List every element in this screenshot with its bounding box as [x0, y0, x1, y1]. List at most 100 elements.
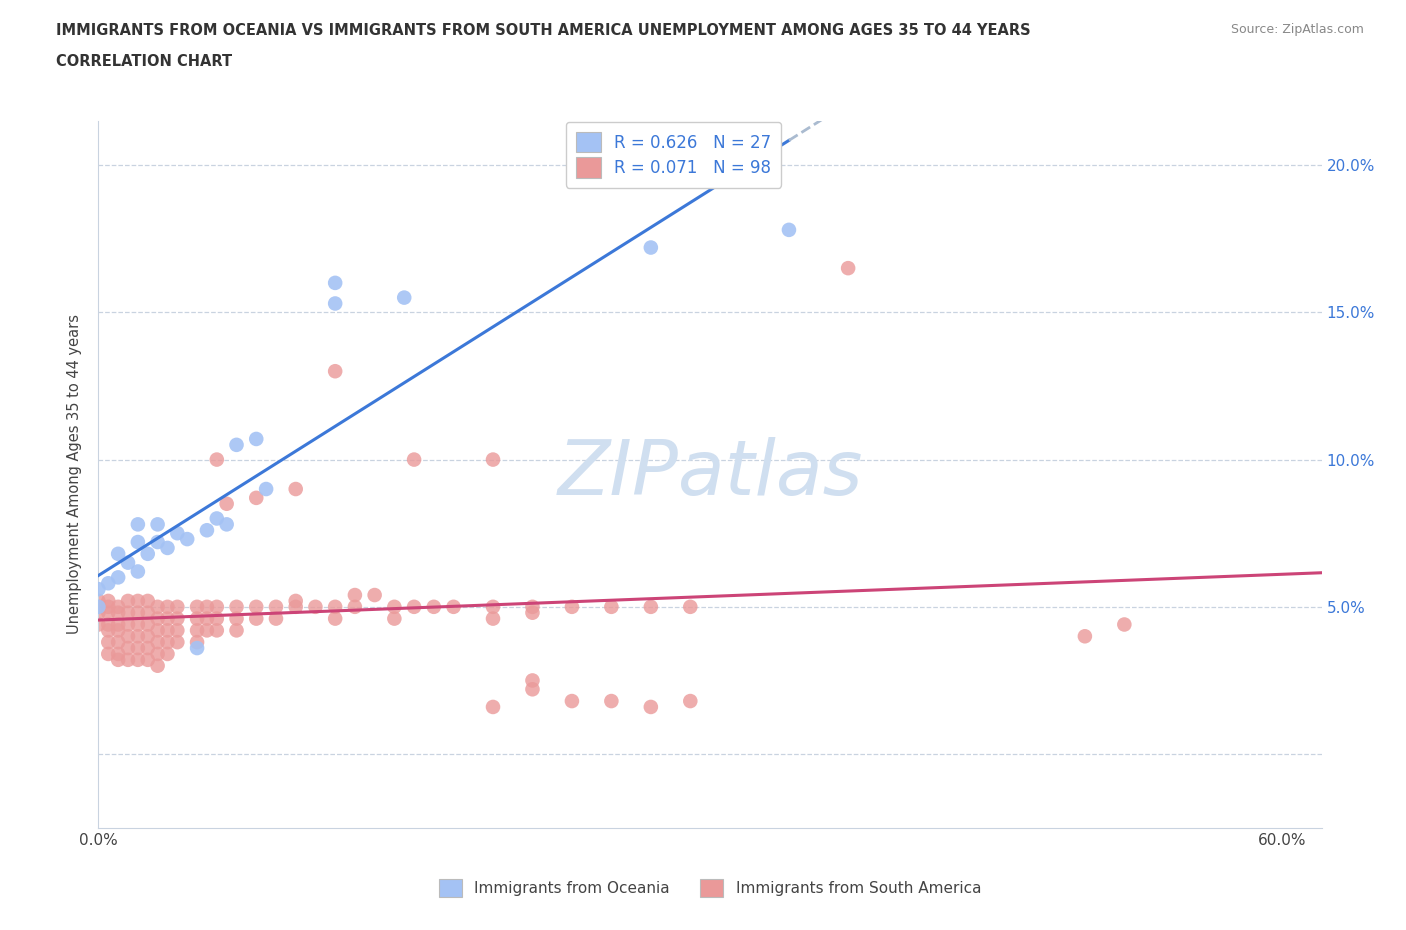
Point — [156, 540, 179, 555]
Point — [146, 658, 169, 673]
Point — [186, 641, 208, 656]
Point — [136, 653, 159, 668]
Point — [87, 600, 110, 615]
Point — [205, 600, 228, 615]
Point — [245, 611, 267, 626]
Point — [205, 452, 228, 467]
Point — [323, 600, 346, 615]
Point — [304, 600, 326, 615]
Point — [522, 673, 544, 688]
Point — [146, 623, 169, 638]
Point — [156, 646, 179, 661]
Point — [225, 437, 247, 452]
Point — [176, 532, 198, 547]
Point — [443, 600, 465, 615]
Point — [343, 600, 366, 615]
Point — [640, 600, 662, 615]
Point — [136, 593, 159, 608]
Point — [195, 611, 218, 626]
Point — [127, 535, 149, 550]
Point — [600, 694, 623, 709]
Point — [323, 296, 346, 311]
Point — [156, 634, 179, 649]
Point — [166, 634, 188, 649]
Point — [97, 600, 120, 615]
Point — [284, 593, 307, 608]
Point — [97, 646, 120, 661]
Point — [482, 699, 505, 714]
Point — [363, 588, 385, 603]
Point — [215, 517, 238, 532]
Point — [127, 629, 149, 644]
Point — [87, 593, 110, 608]
Text: ZIPatlas: ZIPatlas — [557, 437, 863, 512]
Point — [136, 641, 159, 656]
Point — [127, 517, 149, 532]
Point — [404, 600, 426, 615]
Point — [382, 600, 405, 615]
Point — [522, 600, 544, 615]
Point — [837, 260, 859, 275]
Point — [561, 694, 583, 709]
Point — [561, 600, 583, 615]
Point — [107, 618, 129, 632]
Point — [97, 618, 120, 632]
Point — [97, 634, 120, 649]
Text: IMMIGRANTS FROM OCEANIA VS IMMIGRANTS FROM SOUTH AMERICA UNEMPLOYMENT AMONG AGES: IMMIGRANTS FROM OCEANIA VS IMMIGRANTS FR… — [56, 23, 1031, 38]
Point — [146, 517, 169, 532]
Point — [640, 240, 662, 255]
Point — [127, 605, 149, 620]
Point — [245, 432, 267, 446]
Point — [136, 629, 159, 644]
Point — [97, 593, 120, 608]
Point — [97, 576, 120, 591]
Point — [225, 600, 247, 615]
Point — [482, 611, 505, 626]
Point — [166, 600, 188, 615]
Point — [117, 629, 139, 644]
Point — [107, 646, 129, 661]
Point — [117, 555, 139, 570]
Point — [284, 482, 307, 497]
Text: CORRELATION CHART: CORRELATION CHART — [56, 54, 232, 69]
Point — [107, 623, 129, 638]
Point — [404, 452, 426, 467]
Point — [679, 694, 702, 709]
Point — [1074, 629, 1097, 644]
Point — [1114, 618, 1136, 632]
Point — [264, 600, 287, 615]
Point — [117, 653, 139, 668]
Point — [640, 699, 662, 714]
Point — [107, 634, 129, 649]
Point — [225, 623, 247, 638]
Point — [205, 512, 228, 526]
Point — [117, 593, 139, 608]
Point — [117, 618, 139, 632]
Point — [127, 593, 149, 608]
Point — [254, 482, 277, 497]
Point — [146, 611, 169, 626]
Point — [107, 600, 129, 615]
Point — [146, 535, 169, 550]
Point — [166, 623, 188, 638]
Point — [146, 634, 169, 649]
Point — [186, 611, 208, 626]
Point — [156, 611, 179, 626]
Point — [107, 547, 129, 562]
Point — [778, 222, 800, 237]
Legend: Immigrants from Oceania, Immigrants from South America: Immigrants from Oceania, Immigrants from… — [432, 871, 988, 905]
Point — [323, 364, 346, 379]
Point — [323, 611, 346, 626]
Point — [127, 641, 149, 656]
Point — [156, 623, 179, 638]
Point — [107, 605, 129, 620]
Point — [600, 600, 623, 615]
Point — [245, 600, 267, 615]
Point — [166, 525, 188, 540]
Point — [284, 600, 307, 615]
Point — [482, 600, 505, 615]
Point — [117, 641, 139, 656]
Point — [186, 634, 208, 649]
Point — [186, 600, 208, 615]
Point — [245, 490, 267, 505]
